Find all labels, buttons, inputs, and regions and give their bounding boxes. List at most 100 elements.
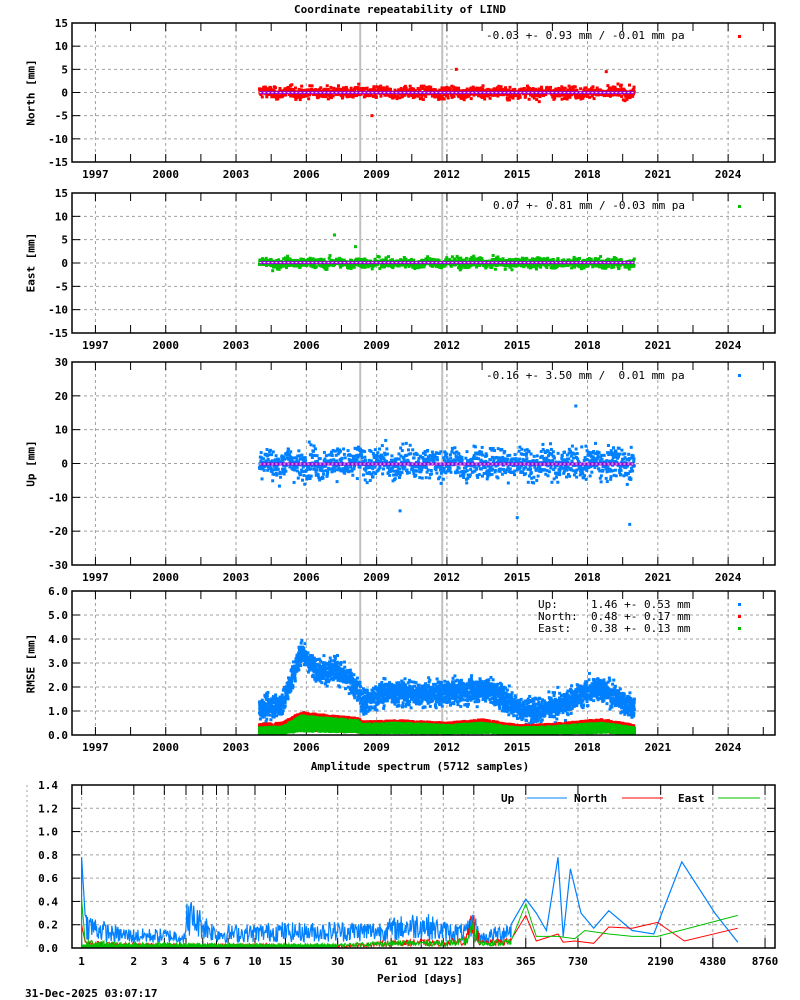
- y-tick-label: -15: [48, 327, 68, 340]
- x-tick-label: 1997: [82, 741, 109, 754]
- rmse-legend-marker: [738, 627, 741, 630]
- y-tick-label: -10: [48, 491, 68, 504]
- up-ylabel: Up [mm]: [24, 440, 38, 487]
- x-tick-label: 2003: [223, 741, 250, 754]
- x-tick-label: 2006: [293, 571, 320, 584]
- outlier-point: [574, 404, 578, 408]
- y-tick-label: 0: [61, 458, 68, 471]
- x-tick-label: 2000: [152, 741, 179, 754]
- x-tick-label: 3: [161, 955, 168, 968]
- rmse-legend-marker: [738, 615, 741, 618]
- y-tick-label: -5: [55, 110, 68, 123]
- y-tick-label: 10: [55, 40, 68, 53]
- rmse-legend-marker: [738, 603, 741, 606]
- x-tick-label: 2000: [152, 339, 179, 352]
- x-tick-label: 2006: [293, 339, 320, 352]
- x-tick-label: 2021: [645, 741, 672, 754]
- y-tick-label: 0.6: [38, 872, 58, 885]
- rmse-legend-north: North: 0.48 +- 0.17 mm: [538, 610, 691, 623]
- y-tick-label: 3.0: [48, 657, 68, 670]
- outlier-point: [604, 70, 608, 74]
- x-tick-label: 2000: [152, 168, 179, 181]
- x-tick-label: 8760: [752, 955, 779, 968]
- x-tick-label: 2003: [223, 571, 250, 584]
- x-tick-label: 2024: [715, 571, 742, 584]
- spectrum-legend-north: North: [574, 792, 608, 805]
- y-tick-label: 10: [55, 424, 68, 437]
- x-tick-label: 2009: [363, 339, 390, 352]
- y-tick-label: 0: [61, 257, 68, 270]
- x-tick-label: 1997: [82, 571, 109, 584]
- y-tick-label: 20: [55, 390, 68, 403]
- outlier-point: [628, 522, 632, 526]
- y-tick-label: 0.2: [38, 919, 58, 932]
- outlier-point: [515, 516, 519, 520]
- east-legend-marker: [738, 205, 741, 208]
- y-tick-label: 0: [61, 87, 68, 100]
- y-tick-label: 5.0: [48, 609, 68, 622]
- rmse-plot-frame: [71, 590, 776, 736]
- y-tick-label: 5: [61, 63, 68, 76]
- x-tick-label: 2018: [574, 339, 601, 352]
- x-tick-label: 2012: [434, 168, 461, 181]
- x-tick-label: 61: [384, 955, 398, 968]
- x-tick-label: 2190: [647, 955, 674, 968]
- x-tick-label: 2021: [645, 339, 672, 352]
- y-tick-label: -30: [48, 559, 68, 572]
- x-tick-label: 2018: [574, 168, 601, 181]
- x-tick-label: 183: [464, 955, 484, 968]
- outlier-point: [354, 245, 358, 249]
- outlier-point: [454, 67, 458, 71]
- y-tick-label: 1.4: [38, 779, 58, 792]
- y-tick-label: 2.0: [48, 681, 68, 694]
- y-tick-label: 15: [55, 17, 68, 30]
- spectrum-legend-east: East: [678, 792, 705, 805]
- y-tick-label: 1.0: [48, 705, 68, 718]
- y-tick-label: 15: [55, 187, 68, 200]
- up-stats-label: -0.16 +- 3.50 mm / 0.01 mm pa: [486, 369, 685, 382]
- x-tick-label: 10: [248, 955, 261, 968]
- x-tick-label: 2021: [645, 571, 672, 584]
- y-tick-label: 0.8: [38, 849, 58, 862]
- y-tick-label: 30: [55, 356, 68, 369]
- spectrum-series-up: [80, 857, 739, 948]
- up-legend-marker: [738, 374, 741, 377]
- x-tick-label: 2009: [363, 571, 390, 584]
- y-tick-label: 0.0: [38, 942, 58, 955]
- x-tick-label: 7: [225, 955, 232, 968]
- y-tick-label: 0.4: [38, 895, 58, 908]
- x-tick-label: 2015: [504, 571, 531, 584]
- north-ylabel: North [mm]: [24, 59, 38, 126]
- x-tick-label: 4: [183, 955, 190, 968]
- figure-title: Coordinate repeatability of LIND: [294, 3, 506, 16]
- x-tick-label: 2015: [504, 168, 531, 181]
- x-tick-label: 2003: [223, 168, 250, 181]
- outlier-point: [398, 509, 402, 513]
- spectrum-plot-frame: [71, 784, 776, 949]
- x-tick-label: 2009: [363, 741, 390, 754]
- up-plot-frame: [71, 361, 776, 566]
- x-tick-label: 2: [130, 955, 137, 968]
- x-tick-label: 2012: [434, 339, 461, 352]
- north-stats-label: -0.03 +- 0.93 mm / -0.01 mm pa: [486, 29, 685, 42]
- spectrum-legend-up: Up: [501, 792, 515, 805]
- y-tick-label: 6.0: [48, 585, 68, 598]
- x-tick-label: 30: [331, 955, 344, 968]
- rmse-ylabel: RMSE [mm]: [24, 633, 38, 694]
- y-tick-label: -5: [55, 280, 68, 293]
- x-tick-label: 730: [568, 955, 588, 968]
- y-tick-label: 1.2: [38, 802, 58, 815]
- x-tick-label: 365: [516, 955, 536, 968]
- x-tick-label: 2024: [715, 168, 742, 181]
- x-tick-label: 2015: [504, 741, 531, 754]
- outlier-point: [332, 233, 336, 237]
- x-tick-label: 1997: [82, 168, 109, 181]
- y-tick-label: 5: [61, 234, 68, 247]
- x-tick-label: 4380: [700, 955, 727, 968]
- x-tick-label: 1997: [82, 339, 109, 352]
- x-tick-label: 2018: [574, 741, 601, 754]
- y-tick-label: -15: [48, 156, 68, 169]
- x-tick-label: 15: [279, 955, 292, 968]
- x-tick-label: 2012: [434, 571, 461, 584]
